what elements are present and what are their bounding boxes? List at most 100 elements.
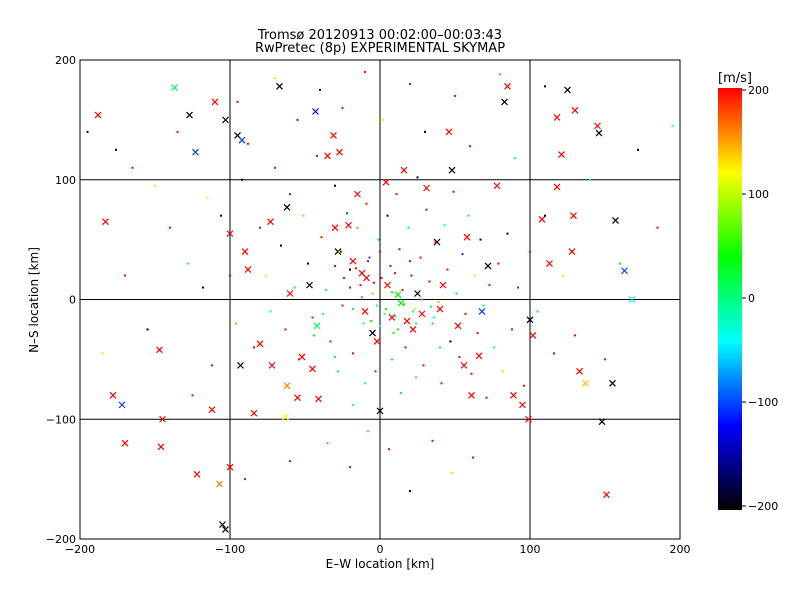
- data-point-x: [349, 257, 357, 265]
- colorbar-label: [m/s]: [718, 71, 752, 86]
- data-point-dot: [367, 260, 369, 263]
- data-point-dot: [320, 236, 323, 239]
- data-point-x: [454, 322, 462, 330]
- data-point-x: [595, 129, 603, 137]
- data-point-x: [109, 391, 117, 399]
- data-point-dot: [340, 250, 342, 253]
- data-point-x: [156, 346, 163, 354]
- x-axis-label: E–W location [km]: [326, 557, 435, 571]
- data-point-dot: [376, 304, 378, 307]
- data-point-x: [226, 230, 234, 238]
- data-point-x: [621, 267, 628, 275]
- data-point-dot: [385, 308, 387, 311]
- data-point-dot: [506, 232, 509, 235]
- data-point-x: [439, 281, 447, 289]
- data-point-x: [330, 132, 337, 139]
- data-point-dot: [391, 291, 393, 294]
- data-point-dot: [370, 320, 372, 323]
- data-point-dot: [434, 241, 437, 244]
- data-point-dot: [412, 310, 414, 313]
- data-point-dot: [343, 276, 345, 279]
- data-point-x: [208, 406, 216, 414]
- x-tick-label: −100: [215, 543, 245, 556]
- data-point-x: [121, 439, 129, 447]
- data-point-dot: [431, 322, 434, 325]
- data-point-dot: [493, 346, 495, 349]
- data-point-dot: [424, 130, 426, 133]
- data-point-dot: [488, 284, 491, 287]
- data-point-dot: [220, 214, 222, 217]
- data-point-dot: [289, 193, 291, 196]
- data-point-x: [363, 274, 370, 282]
- data-point-dot: [428, 280, 431, 283]
- data-point-dot: [388, 448, 390, 451]
- data-point-x: [628, 296, 636, 303]
- data-point-dot: [298, 358, 300, 361]
- data-point-dot: [425, 208, 428, 211]
- data-point-dot: [404, 346, 407, 349]
- data-point-dot: [604, 358, 606, 361]
- data-point-dot: [398, 248, 401, 251]
- data-point-x: [460, 361, 468, 369]
- data-point-dot: [274, 166, 276, 169]
- data-point-dot: [379, 250, 381, 253]
- data-point-dot: [362, 322, 365, 325]
- data-point-dot: [416, 176, 419, 179]
- data-point-dot: [476, 332, 479, 335]
- data-point-x: [529, 332, 537, 339]
- data-point-x: [336, 148, 343, 156]
- data-point-x: [369, 329, 376, 337]
- data-point-dot: [400, 391, 402, 394]
- data-point-dot: [244, 478, 246, 481]
- data-point-dot: [235, 322, 237, 325]
- data-point-dot: [346, 212, 348, 215]
- colorbar-tick-label: −200: [748, 500, 778, 513]
- data-point-dot: [371, 292, 374, 295]
- data-point-dot: [443, 224, 446, 227]
- data-point-dot: [391, 358, 393, 361]
- data-point-dot: [86, 130, 89, 133]
- data-point-x: [553, 183, 561, 191]
- data-point-dot: [364, 70, 366, 73]
- data-point-x: [433, 238, 441, 246]
- data-point-dot: [523, 384, 525, 387]
- data-point-x: [570, 212, 577, 220]
- data-point-x: [226, 463, 234, 471]
- data-point-x: [331, 224, 339, 232]
- data-point-x: [423, 184, 430, 192]
- data-point-x: [324, 152, 331, 160]
- data-point-dot: [124, 274, 126, 277]
- x-tick-label: 100: [520, 543, 541, 556]
- data-point-x: [373, 337, 381, 345]
- data-point-x: [238, 136, 246, 144]
- data-point-dot: [415, 376, 417, 379]
- data-point-dot: [101, 352, 104, 355]
- colorbar-bar: [718, 88, 742, 510]
- data-point-dot: [392, 332, 395, 335]
- x-tick-labels: −200 −100 0 100 200: [65, 543, 691, 556]
- data-point-dot: [296, 118, 299, 121]
- data-point-x: [384, 281, 391, 289]
- colorbar: [m/s] 200 100 0 −100 −200: [718, 71, 778, 513]
- data-point-dot: [352, 352, 354, 355]
- data-point-dot: [467, 214, 470, 217]
- data-point-x: [192, 148, 199, 156]
- data-point-dot: [316, 154, 318, 157]
- data-point-x: [394, 291, 402, 299]
- colorbar-tick-label: 200: [748, 84, 769, 97]
- data-point-dot: [131, 166, 134, 169]
- chart-title: Tromsø 20120913 00:02:00–00:03:43: [257, 28, 502, 43]
- data-point-x: [283, 203, 291, 211]
- data-point-dot: [349, 466, 351, 469]
- data-point-dot: [395, 193, 398, 196]
- data-point-dot: [422, 364, 425, 367]
- data-point-x: [216, 480, 223, 488]
- data-point-x: [276, 82, 283, 90]
- data-point-x: [256, 340, 264, 348]
- data-point-dot: [206, 196, 209, 199]
- data-point-dot: [473, 274, 476, 277]
- y-tick-label: −100: [46, 413, 76, 426]
- data-point-dot: [352, 403, 354, 406]
- data-point-dot: [236, 100, 239, 103]
